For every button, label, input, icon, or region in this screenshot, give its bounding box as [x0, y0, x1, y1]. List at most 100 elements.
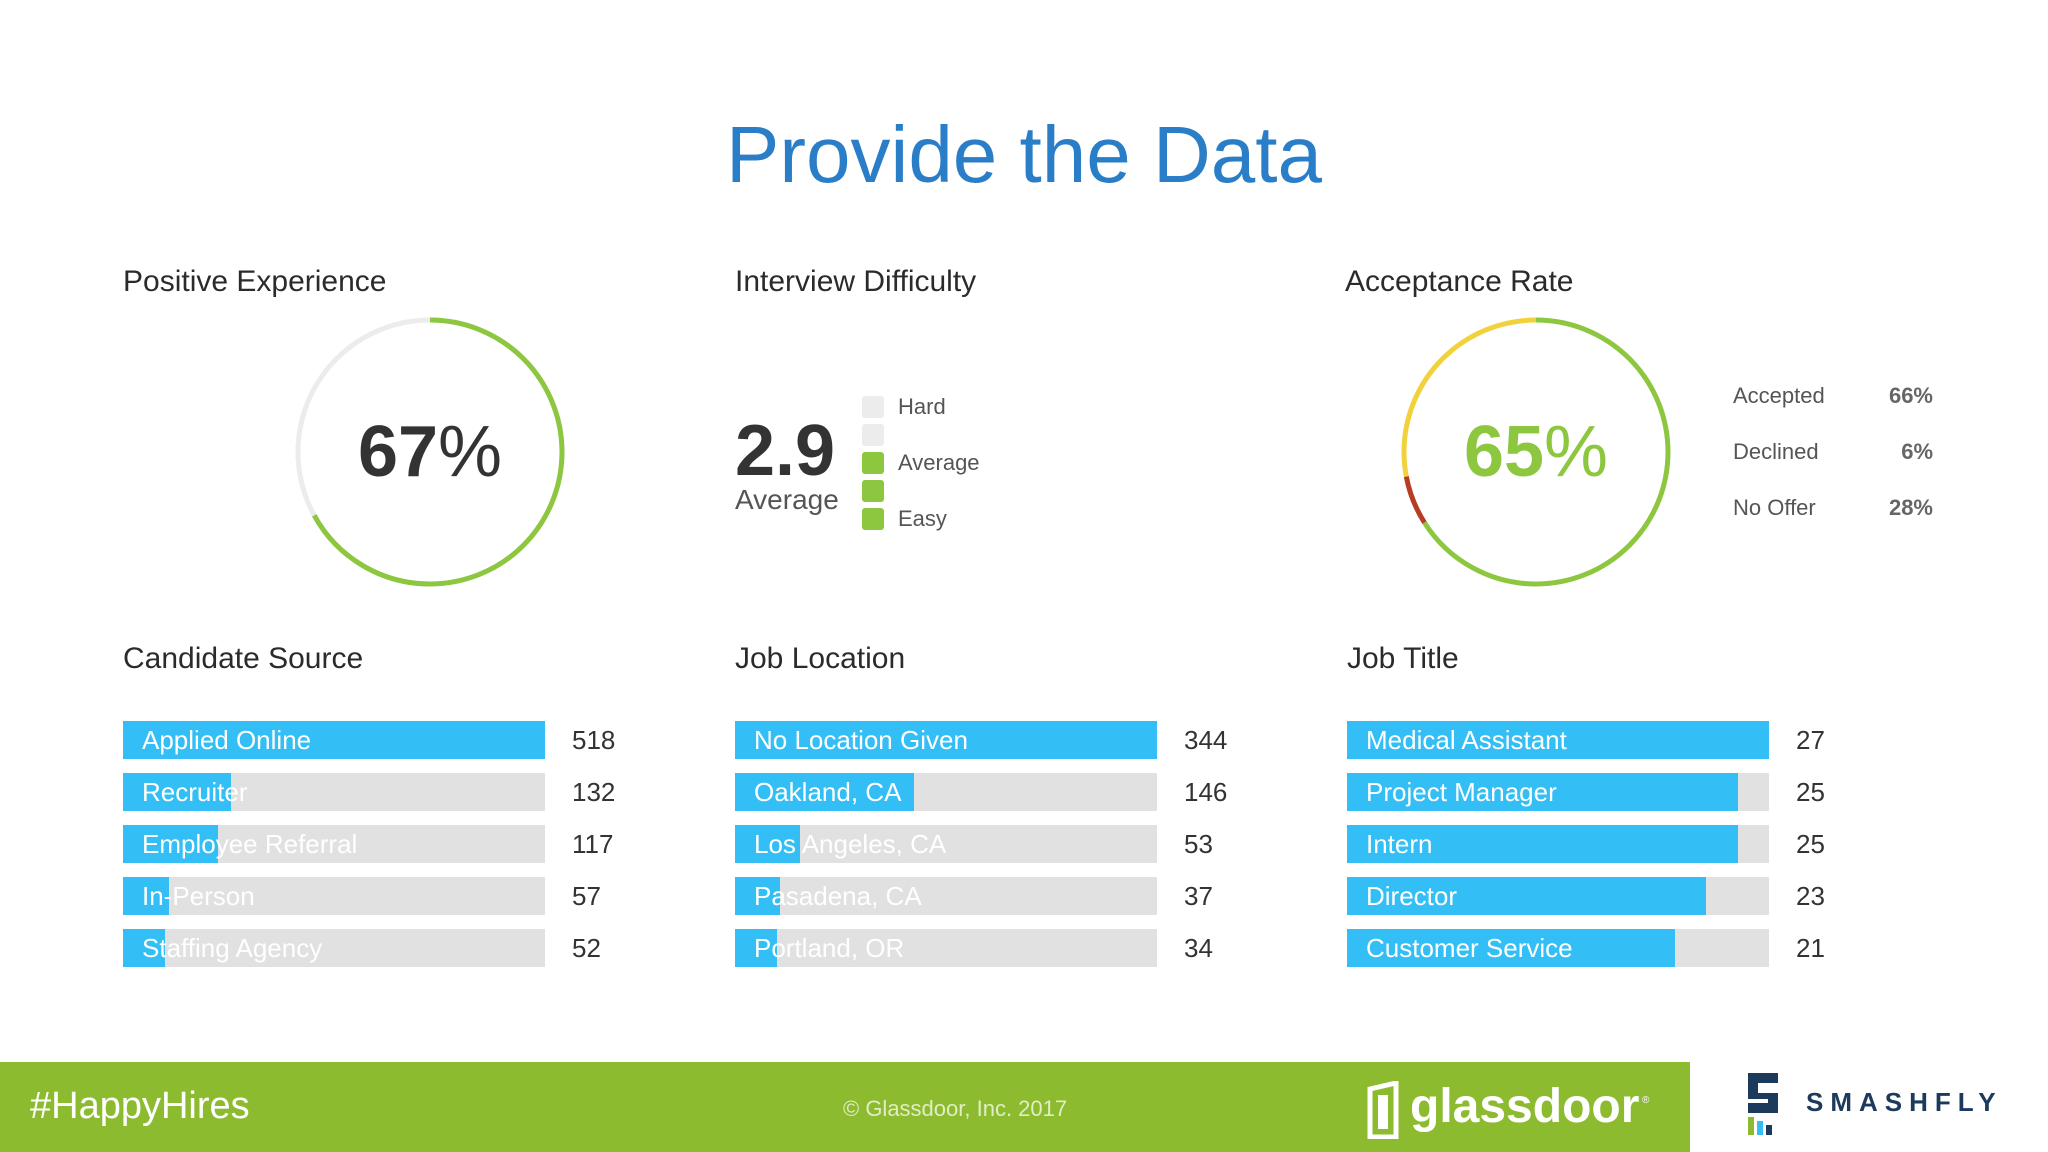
interview-difficulty-title: Interview Difficulty [735, 265, 977, 298]
bar-row-intern[interactable]: Intern 25 [1347, 825, 1847, 863]
bar-fill [1347, 877, 1707, 915]
job-title-title: Job Title [1347, 642, 1459, 675]
bar-row-portland-or[interactable]: Portland, OR 34 [735, 929, 1235, 967]
bar-fill [123, 929, 166, 967]
bar-label: Intern [1366, 829, 1433, 859]
bar-row-project-manager[interactable]: Project Manager 25 [1347, 773, 1847, 811]
difficulty-level-3 [862, 452, 884, 474]
difficulty-level-5 [862, 396, 884, 418]
bar-count: 52 [572, 933, 601, 963]
bar-count: 23 [1796, 881, 1825, 911]
positive-experience-number: 67 [357, 412, 439, 492]
bar-fill [1347, 825, 1738, 863]
bar-label: Customer Service [1366, 933, 1573, 963]
legend-label: Accepted [1733, 383, 1825, 408]
acceptance-rate-unit: % [1544, 412, 1609, 492]
bar-track [123, 877, 545, 915]
bar-fill [735, 877, 781, 915]
bar-track [735, 929, 1157, 967]
glassdoor-logo-text: glassdoor [1410, 1080, 1640, 1133]
bar-label: Staffing Agency [142, 933, 323, 963]
bar-fill [1347, 773, 1738, 811]
bar-fill [123, 825, 219, 863]
acceptance-rate-title: Acceptance Rate [1345, 265, 1574, 298]
donut-fill-arc [295, 317, 565, 587]
bar-label: No Location Given [754, 725, 968, 755]
bar-row-customer-service[interactable]: Customer Service 21 [1347, 929, 1847, 967]
bar-label: Oakland, CA [754, 777, 902, 807]
acceptance-legend-row: Accepted 66% [1733, 383, 1933, 413]
bar-track [735, 825, 1157, 863]
bar-row-recruiter[interactable]: Recruiter 132 [123, 773, 623, 811]
bar-row-director[interactable]: Director 23 [1347, 877, 1847, 915]
bar-track [123, 929, 545, 967]
smashfly-logo-text: SMASHFLY [1806, 1087, 2003, 1117]
bar-count: 53 [1184, 829, 1213, 859]
difficulty-level-1 [862, 508, 884, 530]
bar-row-pasadena-ca[interactable]: Pasadena, CA 37 [735, 877, 1235, 915]
positive-experience-title: Positive Experience [123, 265, 387, 298]
footer-bar [0, 1062, 1690, 1152]
bar-label: In-Person [142, 881, 255, 911]
positive-experience-value: 67% [290, 312, 570, 592]
legend-value: 66% [1888, 383, 1933, 408]
page-title: Provide the Data [726, 109, 1322, 199]
bar-fill [123, 773, 231, 811]
bar-count: 37 [1184, 881, 1213, 911]
acceptance-rate-number: 65 [1463, 412, 1545, 492]
bar-row-los-angeles-ca[interactable]: Los Angeles, CA 53 [735, 825, 1235, 863]
bar-fill [123, 721, 545, 759]
bar-count: 25 [1796, 777, 1825, 807]
bar-label: Project Manager [1366, 777, 1557, 807]
legend-value: 28% [1888, 495, 1933, 520]
bar-count: 518 [572, 725, 616, 755]
bar-fill [1347, 721, 1769, 759]
bar-count: 57 [572, 881, 601, 911]
bar-label: Applied Online [142, 725, 312, 755]
bar-row-staffing-agency[interactable]: Staffing Agency 52 [123, 929, 623, 967]
bar-count: 21 [1796, 933, 1825, 963]
bar-fill [735, 773, 915, 811]
bar-row-applied-online[interactable]: Applied Online 518 [123, 721, 623, 759]
bar-row-no-location-given[interactable]: No Location Given 344 [735, 721, 1235, 759]
bar-count: 132 [572, 777, 616, 807]
difficulty-average-label: Average [898, 450, 980, 475]
bar-fill [735, 721, 1157, 759]
bar-fill [1347, 929, 1676, 967]
job-location-title: Job Location [735, 642, 906, 675]
difficulty-hard-label: Hard [898, 394, 946, 419]
bar-row-employee-referral[interactable]: Employee Referral 117 [123, 825, 623, 863]
difficulty-score: 2.9 [735, 411, 836, 491]
candidate-source-title: Candidate Source [123, 642, 364, 675]
smashfly-s-icon [1748, 1073, 1778, 1135]
bar-count: 146 [1184, 777, 1228, 807]
bar-row-in-person[interactable]: In-Person 57 [123, 877, 623, 915]
legend-label: No Offer [1733, 495, 1816, 520]
bar-count: 344 [1184, 725, 1228, 755]
bar-row-oakland-ca[interactable]: Oakland, CA 146 [735, 773, 1235, 811]
bar-label: Medical Assistant [1366, 725, 1567, 755]
footer-hashtag: #HappyHires [30, 1085, 250, 1127]
acceptance-rate-donut: 65% [1396, 312, 1676, 592]
acceptance-rate-value: 65% [1396, 312, 1676, 592]
footer-copyright: © Glassdoor, Inc. 2017 [843, 1096, 1068, 1121]
bar-count: 34 [1184, 933, 1213, 963]
bar-count: 117 [572, 829, 614, 859]
bar-track [735, 877, 1157, 915]
glassdoor-door-icon [1367, 1081, 1399, 1139]
acceptance-legend-row: No Offer 28% [1733, 495, 1933, 525]
glassdoor-registered-mark: ® [1642, 1095, 1650, 1106]
bar-row-medical-assistant[interactable]: Medical Assistant 27 [1347, 721, 1847, 759]
bar-label: Portland, OR [754, 933, 905, 963]
bar-label: Pasadena, CA [754, 881, 922, 911]
bar-fill [735, 825, 801, 863]
legend-value: 6% [1901, 439, 1933, 464]
bar-label: Los Angeles, CA [754, 829, 947, 859]
difficulty-easy-label: Easy [898, 506, 947, 531]
bar-count: 27 [1796, 725, 1825, 755]
positive-experience-donut: 67% [290, 312, 570, 592]
bar-fill [123, 877, 170, 915]
acceptance-legend-row: Declined 6% [1733, 439, 1933, 469]
difficulty-level-2 [862, 480, 884, 502]
difficulty-level-4 [862, 424, 884, 446]
